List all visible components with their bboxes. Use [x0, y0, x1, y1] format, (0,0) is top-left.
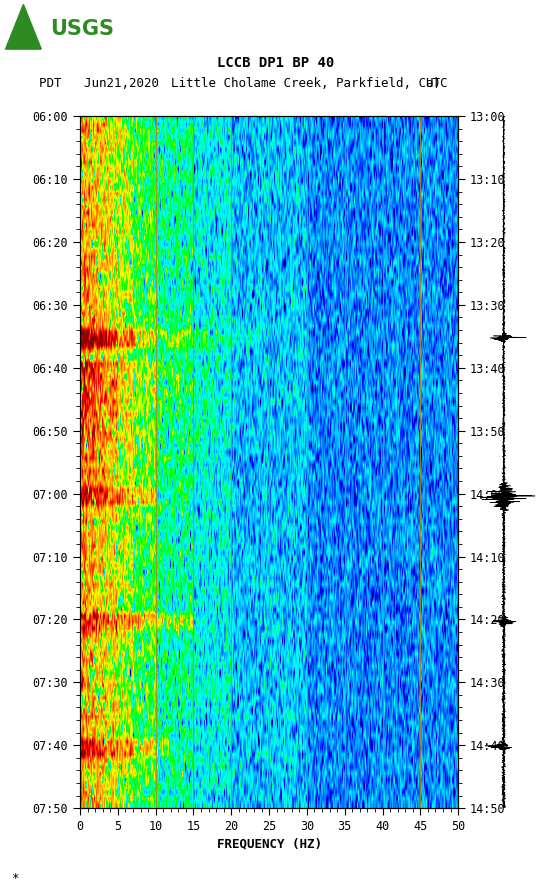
Text: UTC: UTC [425, 77, 448, 89]
Text: *: * [11, 872, 19, 885]
Text: PDT   Jun21,2020: PDT Jun21,2020 [39, 77, 158, 89]
Text: LCCB DP1 BP 40: LCCB DP1 BP 40 [217, 55, 335, 70]
X-axis label: FREQUENCY (HZ): FREQUENCY (HZ) [216, 837, 322, 850]
Polygon shape [6, 4, 41, 49]
Text: USGS: USGS [50, 19, 114, 39]
Text: Little Cholame Creek, Parkfield, Ca): Little Cholame Creek, Parkfield, Ca) [171, 77, 441, 89]
